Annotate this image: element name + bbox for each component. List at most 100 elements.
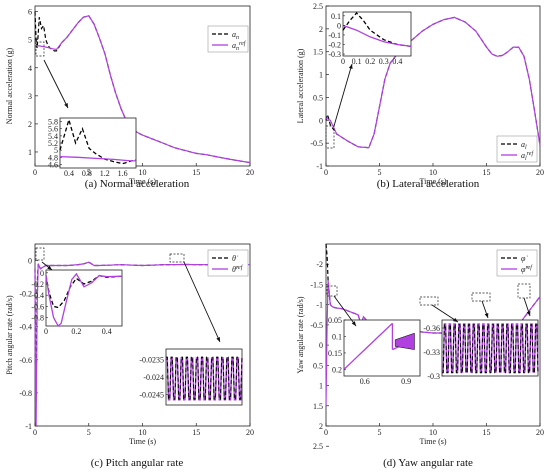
y-tick-label: 0.5 bbox=[313, 93, 323, 102]
y-tick-label: 2.5 bbox=[313, 442, 323, 451]
y-tick-label: -1.5 bbox=[310, 280, 323, 289]
inset-x-tick-label: 0.4 bbox=[392, 57, 402, 66]
y-tick-label: -2 bbox=[316, 260, 323, 269]
y-tick-label: -0.8 bbox=[19, 389, 32, 398]
zoom-arrowhead bbox=[351, 321, 356, 326]
y-tick-label: 6 bbox=[28, 8, 32, 17]
inset-y-tick-label: 0 bbox=[337, 21, 341, 30]
inset-b-ref bbox=[342, 24, 412, 48]
zoom-arrow bbox=[431, 304, 459, 323]
zoom-region-marker bbox=[35, 247, 45, 261]
zoom-region-marker bbox=[471, 292, 491, 302]
legend-label: φ̇ref bbox=[521, 264, 533, 274]
inset-y-tick-label: -0.024 bbox=[143, 373, 164, 382]
y-tick-label: -1 bbox=[316, 162, 323, 171]
inset-a-ref bbox=[59, 155, 136, 162]
y-tick-label: 2 bbox=[319, 25, 323, 34]
x-axis-label: Time (s) bbox=[129, 177, 156, 186]
y-tick-label: 2.5 bbox=[313, 2, 323, 11]
zoom-arrowhead bbox=[47, 265, 52, 270]
x-tick-label: 15 bbox=[192, 168, 200, 177]
x-tick-label: 0 bbox=[324, 168, 328, 177]
y-tick-label: 1.5 bbox=[313, 48, 323, 57]
inset-y-tick-label: 5.6 bbox=[48, 125, 58, 134]
x-tick-label: 15 bbox=[483, 168, 491, 177]
y-tick-label: 2 bbox=[319, 422, 323, 431]
y-tick-label: 3 bbox=[28, 92, 32, 101]
zoom-region-marker bbox=[35, 41, 45, 57]
panel-caption: (b) Lateral acceleration bbox=[377, 178, 480, 190]
x-tick-label: 5 bbox=[378, 428, 382, 437]
inset-y-tick-label: 4.8 bbox=[48, 153, 58, 162]
x-tick-label: 0 bbox=[33, 168, 37, 177]
legend-label: θ̇ref bbox=[232, 264, 244, 274]
x-tick-label: 10 bbox=[139, 428, 147, 437]
inset-x-tick-label: 0.2 bbox=[71, 327, 81, 336]
inset-y-tick-label: -0.33 bbox=[423, 348, 440, 357]
zoom-region-marker bbox=[419, 296, 439, 306]
inset-c2-ref bbox=[166, 357, 243, 401]
inset-y-tick-label: 0 bbox=[40, 269, 44, 278]
x-tick-label: 15 bbox=[483, 428, 491, 437]
y-tick-label: -0.4 bbox=[19, 323, 32, 332]
inset-x-tick-label: 0.8 bbox=[82, 169, 92, 178]
inset-y-tick-label: 4.6 bbox=[48, 160, 58, 169]
inset-y-tick-label: -0.1 bbox=[328, 31, 341, 40]
x-tick-label: 0 bbox=[324, 428, 328, 437]
x-tick-label: 20 bbox=[536, 428, 544, 437]
inset-x-tick-label: 1.6 bbox=[118, 169, 128, 178]
y-axis-label: Normal acceleration (g) bbox=[5, 47, 14, 124]
legend bbox=[496, 135, 538, 163]
zoom-arrowhead bbox=[526, 311, 531, 316]
y-tick-label: -0.5 bbox=[310, 321, 323, 330]
y-tick-label: -0.6 bbox=[19, 356, 32, 365]
x-axis-label: Time (s) bbox=[129, 437, 156, 446]
inset-x-tick-label: 0.4 bbox=[64, 169, 74, 178]
inset-y-tick-label: 5.8 bbox=[48, 118, 58, 127]
inset-d2-actual bbox=[442, 324, 539, 374]
inset-x-tick-label: 0.9 bbox=[401, 377, 411, 386]
x-tick-label: 15 bbox=[192, 428, 200, 437]
y-tick-label: 0 bbox=[28, 257, 32, 266]
legend bbox=[496, 249, 538, 277]
inset-y-tick-label: 0.15 bbox=[328, 349, 342, 358]
zoom-arrowhead bbox=[216, 337, 220, 342]
inset-y-tick-label: -0.2 bbox=[31, 280, 44, 289]
y-tick-label: 0.5 bbox=[313, 361, 323, 370]
inset-y-tick-label: -0.4 bbox=[31, 291, 44, 300]
x-tick-label: 10 bbox=[429, 428, 437, 437]
inset-y-tick-label: 0.1 bbox=[332, 332, 342, 341]
y-tick-label: 2 bbox=[28, 120, 32, 129]
y-axis-label: Yaw angular rate (rad/s) bbox=[296, 296, 305, 373]
legend bbox=[207, 25, 249, 53]
zoom-arrowhead bbox=[348, 64, 353, 69]
inset-y-tick-label: 0.05 bbox=[328, 316, 342, 325]
inset-y-tick-label: -0.6 bbox=[31, 302, 44, 311]
panel-caption: (c) Pitch angular rate bbox=[91, 457, 184, 469]
legend-label: φ̇ bbox=[521, 254, 528, 263]
inset-y-tick-label: 0.2 bbox=[332, 365, 342, 374]
y-tick-label: 4 bbox=[28, 64, 32, 73]
zoom-arrow bbox=[333, 63, 353, 127]
zoom-arrowhead bbox=[64, 103, 68, 108]
inset-y-tick-label: -0.0245 bbox=[139, 391, 164, 400]
inset-y-tick-label: 0.1 bbox=[331, 12, 341, 21]
inset-x-tick-label: 0.4 bbox=[102, 327, 112, 336]
x-tick-label: 10 bbox=[139, 168, 147, 177]
y-tick-label: -0.5 bbox=[310, 139, 323, 148]
y-tick-label: -0.2 bbox=[19, 290, 32, 299]
zoom-region-marker bbox=[325, 125, 335, 149]
series-b-1 bbox=[325, 16, 541, 149]
zoom-arrow bbox=[183, 261, 221, 343]
inset-y-tick-label: 5.2 bbox=[48, 139, 58, 148]
inset-x-tick-label: 0.1 bbox=[352, 57, 362, 66]
inset-x-tick-label: 0.2 bbox=[365, 57, 375, 66]
y-axis-label: Pitch angular rate (rad/s) bbox=[5, 295, 14, 375]
inset-c2-actual bbox=[166, 356, 243, 400]
inset-d1-oscillation bbox=[394, 332, 415, 350]
x-axis-label: Time (s) bbox=[419, 437, 446, 446]
x-tick-label: 5 bbox=[87, 428, 91, 437]
panel-caption: (a) Normal acceleration bbox=[85, 178, 190, 190]
y-tick-label: 0 bbox=[319, 116, 323, 125]
